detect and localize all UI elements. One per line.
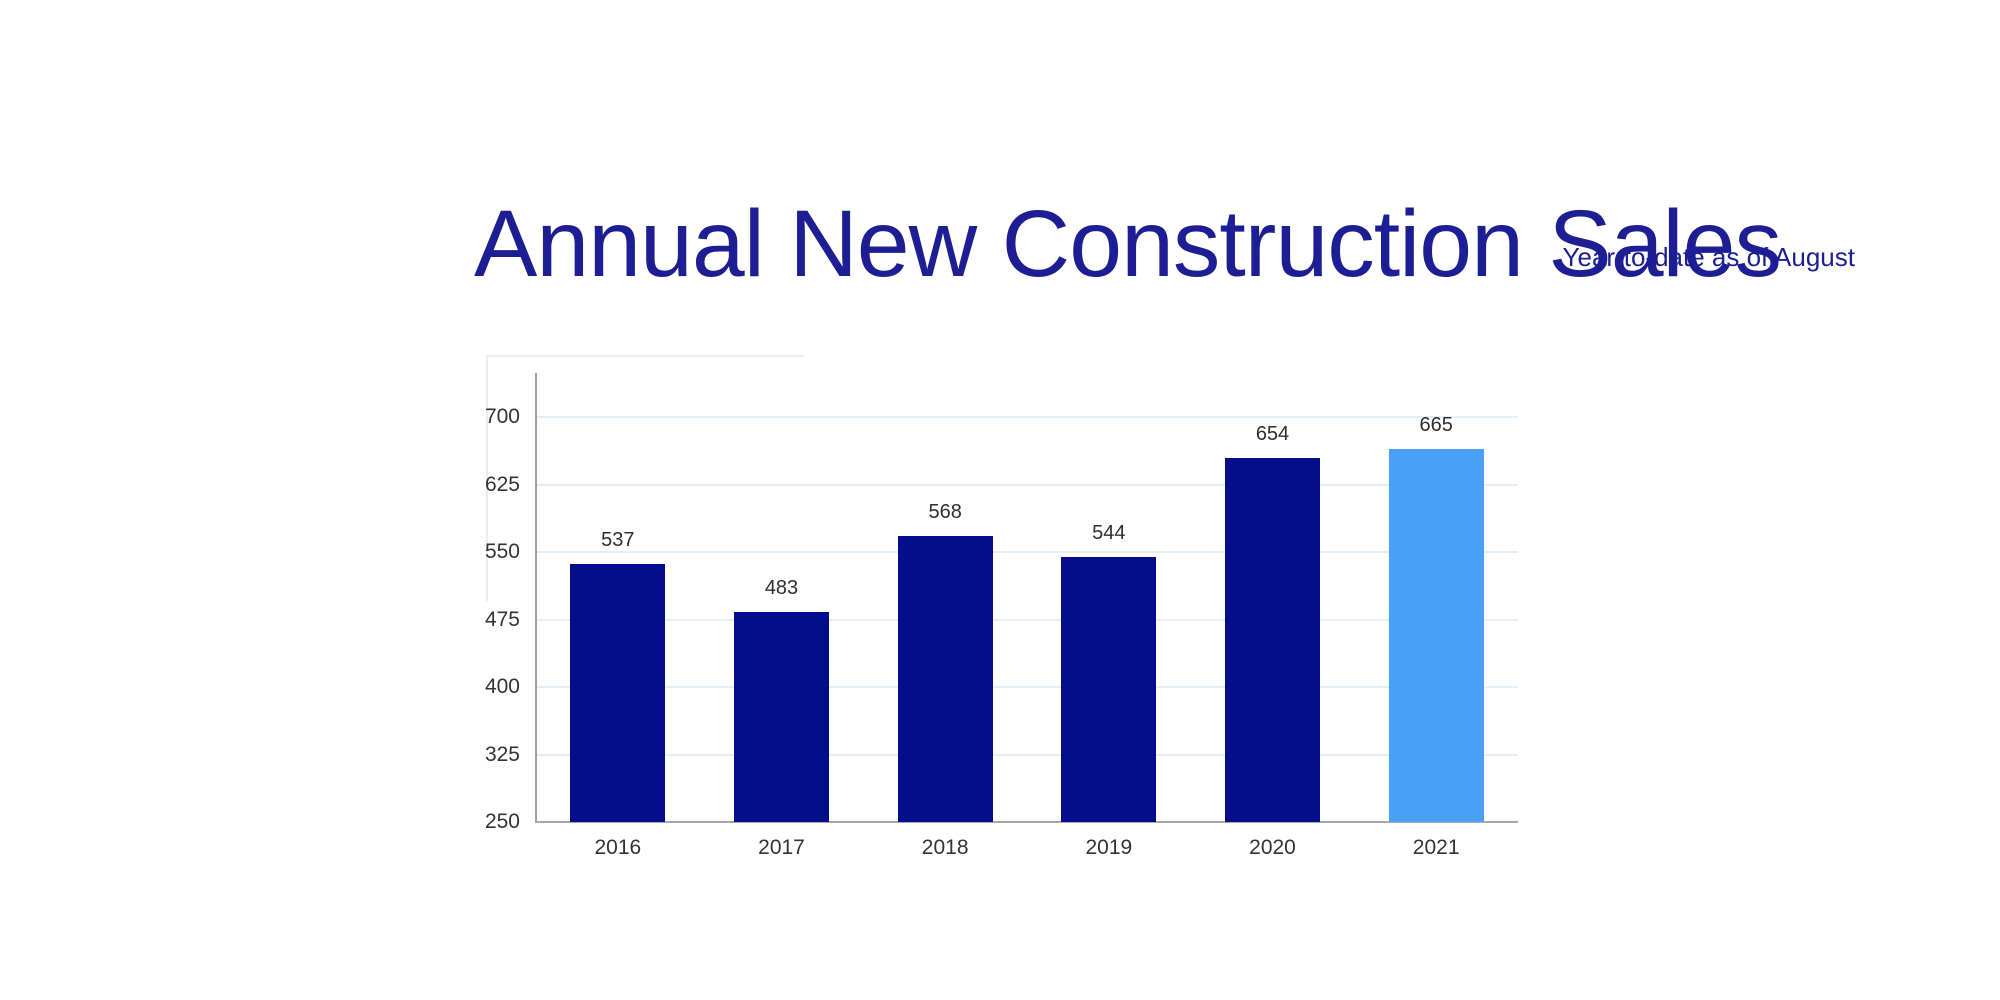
- bar-2018: [897, 535, 993, 822]
- bar-value-label: 654: [1255, 423, 1290, 446]
- bar-value-label: 544: [1092, 522, 1126, 545]
- bar-value-label: 483: [764, 577, 799, 600]
- bar-value-label: 665: [1419, 413, 1453, 436]
- bar-2019: [1061, 557, 1157, 822]
- page-title: Annual New Construction Sales: [474, 190, 1782, 297]
- x-tick-label: 2020: [1249, 836, 1296, 859]
- gridline: [537, 753, 1518, 756]
- bar-2017: [734, 612, 829, 822]
- y-tick-label: 700: [484, 405, 520, 428]
- x-tick-label: 2021: [1412, 836, 1460, 859]
- gridline: [537, 686, 1518, 688]
- y-tick-label: 550: [484, 540, 520, 563]
- gridline: [537, 416, 1518, 418]
- y-tick-label: 400: [484, 675, 520, 698]
- bar-value-label: 537: [601, 528, 635, 551]
- page-subtitle: Year-to-date as of August: [1562, 242, 1855, 272]
- bar-2020: [1225, 458, 1320, 822]
- x-tick-label: 2018: [921, 836, 969, 859]
- x-axis-line: [535, 821, 1518, 823]
- x-tick-label: 2016: [594, 836, 642, 859]
- bar-2021: [1388, 448, 1484, 822]
- x-tick-label: 2017: [758, 836, 805, 859]
- x-tick-label: 2019: [1085, 836, 1133, 859]
- chart-card-edge-left: [486, 355, 488, 601]
- y-axis-line: [535, 373, 537, 822]
- bar-value-label: 568: [928, 500, 962, 523]
- y-tick-label: 325: [484, 742, 520, 766]
- gridline: [537, 551, 1518, 553]
- gridline: [537, 483, 1518, 486]
- y-tick-label: 475: [484, 607, 520, 631]
- gridline: [537, 618, 1518, 621]
- bar-2016: [570, 563, 666, 822]
- y-tick-label: 250: [484, 810, 520, 833]
- y-tick-label: 625: [484, 472, 520, 496]
- chart-card-edge-top: [486, 355, 804, 357]
